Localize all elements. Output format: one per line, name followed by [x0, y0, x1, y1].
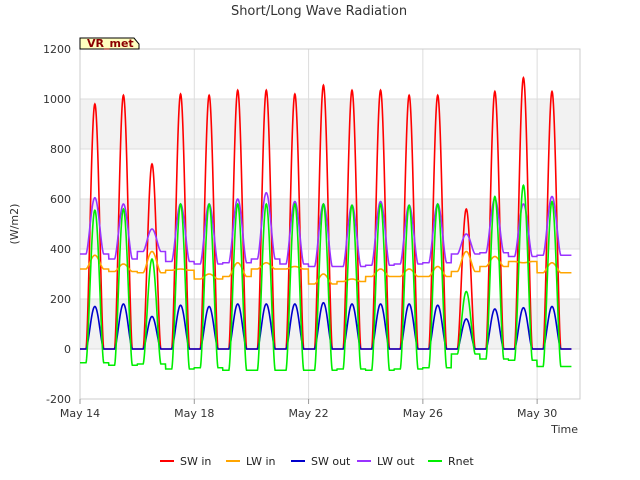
x-tick-label: May 18 [174, 407, 214, 420]
grid-band [80, 99, 580, 149]
plot-frame [79, 48, 581, 400]
x-tick-label: May 30 [517, 407, 557, 420]
site-badge-label: VR_met [87, 37, 134, 50]
series-line-sw-out [80, 301, 572, 350]
y-tick-label: 600 [50, 193, 71, 206]
y-tick-label: 1200 [43, 43, 71, 56]
y-tick-label: 0 [64, 343, 71, 356]
legend-lw-in-label: LW in [246, 455, 276, 468]
y-axis-label: (W/m2) [8, 204, 21, 245]
series-line-lw-in [80, 250, 572, 285]
y-tick-label: 800 [50, 143, 71, 156]
x-axis-ticks: May 14 May 18 May 22 May 26 May 30 [60, 399, 557, 420]
y-tick-label: 200 [50, 293, 71, 306]
legend: SW in LW in SW out LW out Rnet [160, 455, 474, 468]
x-tick-label: May 14 [60, 407, 100, 420]
chart-title: Short/Long Wave Radiation [231, 4, 407, 19]
series-layer [80, 75, 572, 372]
y-tick-label: 1000 [43, 93, 71, 106]
y-tick-label: -200 [46, 393, 71, 406]
grid-band [80, 349, 580, 399]
site-badge: VR_met [79, 37, 140, 50]
series-line-rnet [80, 183, 572, 372]
y-tick-label: 400 [50, 243, 71, 256]
series-line-lw-out [80, 191, 572, 268]
legend-sw-out-label: SW out [311, 455, 351, 468]
x-axis-label: Time [550, 423, 578, 436]
x-tick-label: May 22 [288, 407, 328, 420]
legend-rnet-label: Rnet [448, 455, 474, 468]
x-tick-label: May 26 [403, 407, 443, 420]
grid-band [80, 49, 580, 99]
grid-band [80, 149, 580, 199]
legend-lw-out-label: LW out [377, 455, 415, 468]
y-axis-ticks: -200 0 200 400 600 800 1000 1200 [43, 43, 71, 406]
legend-sw-in-label: SW in [180, 455, 211, 468]
